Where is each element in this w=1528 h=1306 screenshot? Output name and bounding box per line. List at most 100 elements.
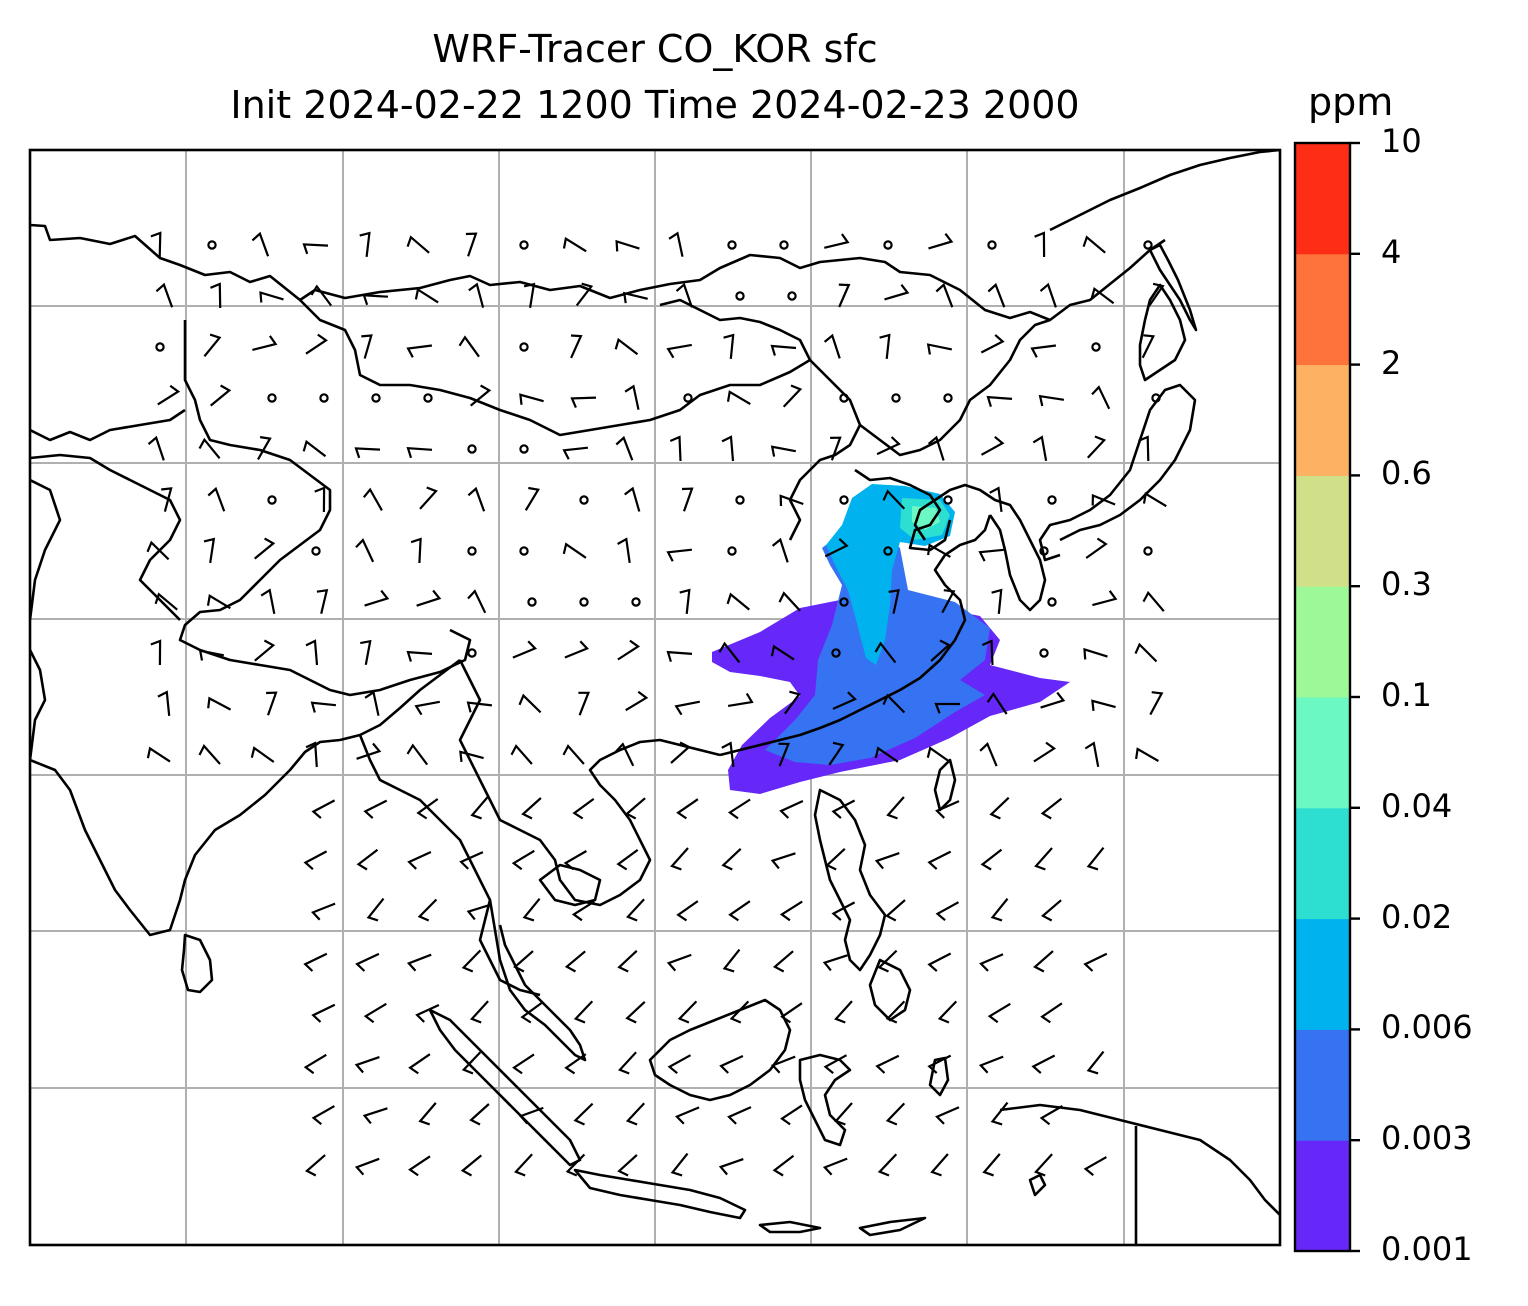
wind-barb: [935, 901, 960, 922]
wind-barb: [578, 691, 591, 716]
wind-barb: [311, 1003, 336, 1023]
wind-barb: [618, 1051, 637, 1075]
wind-barb: [666, 953, 692, 972]
wind-barb: [1039, 282, 1057, 308]
wind-barb: [822, 1157, 848, 1176]
wind-barb: [1141, 334, 1155, 359]
calm-wind-marker: [1047, 495, 1057, 505]
wind-barb: [1040, 899, 1062, 922]
wind-barb: [779, 800, 804, 819]
wind-barb: [252, 335, 278, 351]
calm-wind-marker: [1151, 393, 1161, 403]
wind-barb: [203, 333, 222, 357]
wind-barb: [417, 898, 438, 922]
calm-wind-marker: [579, 597, 589, 607]
wind-barb: [207, 486, 226, 512]
wind-barb: [519, 393, 544, 405]
wind-barb: [718, 641, 741, 664]
calm-wind-marker: [519, 444, 529, 454]
wind-barb: [875, 1054, 900, 1074]
colorbar-segment: [1295, 697, 1350, 809]
wind-barb: [1149, 691, 1164, 716]
wind-barb: [467, 486, 486, 512]
wind-barb: [155, 282, 174, 308]
wind-barb: [469, 1103, 490, 1126]
wind-barb: [729, 1000, 750, 1024]
colorbar-segment: [1295, 475, 1350, 587]
wind-barb: [355, 538, 375, 563]
calm-wind-marker: [1039, 648, 1049, 658]
wind-barb: [624, 384, 640, 410]
calm-wind-marker: [883, 240, 893, 250]
wind-barb: [874, 641, 897, 664]
wind-barb: [825, 847, 846, 871]
wind-barb: [564, 640, 589, 659]
wind-barb: [1092, 590, 1118, 607]
wind-barb: [266, 691, 278, 716]
wind-barb: [831, 901, 856, 921]
wind-barb: [364, 690, 380, 716]
colorbar-segment: [1295, 807, 1350, 920]
colorbar-tick-label: 0.006: [1381, 1008, 1473, 1047]
calm-wind-marker: [267, 495, 277, 505]
wind-barb: [882, 693, 906, 714]
wind-barb: [782, 384, 803, 408]
wind-barb: [415, 1004, 440, 1023]
wind-barb: [622, 291, 648, 304]
wind-barb: [721, 435, 735, 462]
wind-barb: [828, 741, 845, 766]
wind-barb: [721, 847, 742, 871]
wind-barb: [414, 287, 439, 304]
wind-barb: [458, 335, 480, 358]
wind-barb: [150, 639, 162, 666]
colorbar-segment: [1295, 364, 1350, 476]
wind-barb: [254, 537, 276, 560]
wind-barb: [770, 852, 796, 870]
wind-barb: [305, 639, 319, 666]
wind-barb: [466, 903, 492, 921]
calm-wind-marker: [1143, 546, 1153, 556]
calm-wind-marker: [319, 393, 329, 403]
wind-barb: [679, 588, 691, 615]
wind-barb: [979, 741, 998, 767]
colorbar-tick-label: 0.6: [1381, 454, 1432, 493]
wind-barb: [625, 690, 649, 712]
wind-barb: [824, 538, 849, 558]
wind-barb: [669, 435, 682, 462]
wind-barb: [927, 1054, 952, 1074]
wind-barb: [877, 1153, 898, 1177]
wind-barb: [770, 644, 795, 661]
wind-barb: [625, 1000, 646, 1024]
wind-barb: [674, 1106, 700, 1125]
wind-barb: [884, 284, 910, 301]
wind-barb: [778, 742, 791, 767]
wind-barb: [1083, 647, 1108, 660]
wind-barb: [1040, 797, 1063, 820]
wind-barb: [406, 743, 429, 766]
wind-barb: [930, 639, 951, 662]
wind-barb: [354, 1056, 380, 1074]
wind-barb: [302, 439, 327, 458]
wind-barb: [885, 899, 906, 922]
colorbar-segment: [1295, 143, 1350, 255]
calm-wind-marker: [311, 546, 321, 556]
wind-barb: [1091, 493, 1116, 506]
wind-barb: [874, 852, 900, 870]
wind-barb: [677, 1000, 698, 1024]
wind-barb: [772, 950, 794, 973]
wind-barb: [989, 796, 1010, 820]
wind-barb: [1033, 950, 1054, 973]
colorbar-segment: [1295, 918, 1350, 1030]
wind-barb: [575, 282, 594, 307]
gridlines: [30, 150, 1280, 1245]
wind-barb: [310, 701, 337, 713]
wind-barb: [562, 542, 587, 559]
calm-wind-marker: [1091, 342, 1101, 352]
wind-barb: [465, 232, 478, 257]
wind-barb: [667, 1054, 692, 1075]
wind-barb: [877, 949, 898, 973]
wind-barb: [1135, 747, 1159, 762]
wind-barb: [617, 949, 638, 973]
wind-barb: [362, 294, 389, 306]
wind-barb: [470, 1000, 489, 1024]
